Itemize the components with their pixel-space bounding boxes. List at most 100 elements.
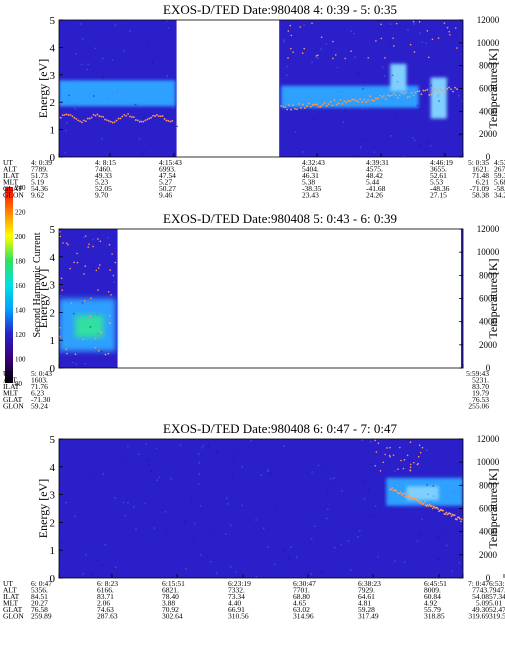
noise-speckle <box>267 469 269 471</box>
temperature-point <box>331 104 334 107</box>
noise-speckle <box>83 236 85 238</box>
orbit-value: 52.05 <box>95 184 112 193</box>
noise-speckle <box>139 119 141 122</box>
temperature-point <box>146 118 149 121</box>
orbit-value: -71.30 <box>31 395 51 404</box>
noise-speckle <box>461 100 463 103</box>
temperature-point <box>117 117 120 120</box>
temperature-point <box>391 487 394 489</box>
temperature-point <box>321 104 324 107</box>
temperature-point <box>432 89 435 92</box>
temperature-point <box>99 330 102 333</box>
temperature-axis-label: Temperature [K] <box>486 258 500 338</box>
noise-speckle <box>390 93 392 95</box>
temperature-tick-label: 8000 <box>479 270 498 280</box>
orbit-ut-value: 6:53:19 <box>489 579 505 588</box>
noise-speckle <box>146 458 149 461</box>
temperature-point <box>290 34 293 37</box>
noise-speckle <box>123 49 125 52</box>
noise-speckle <box>303 24 305 26</box>
temperature-point <box>395 490 398 492</box>
noise-speckle <box>357 535 359 538</box>
noise-speckle <box>340 543 342 546</box>
noise-speckle <box>96 313 98 316</box>
noise-speckle <box>73 103 76 105</box>
temperature-point <box>386 94 389 96</box>
noise-speckle <box>294 131 297 133</box>
temperature-point <box>289 24 292 27</box>
noise-speckle <box>156 479 158 481</box>
noise-speckle <box>326 489 328 492</box>
noise-speckle <box>440 72 443 75</box>
energy-tick-label: 2 <box>50 97 56 109</box>
orbit-value: 3.88 <box>162 599 175 608</box>
temperature-point <box>94 337 97 340</box>
noise-speckle <box>424 149 427 151</box>
temperature-point <box>345 101 348 104</box>
temperature-point <box>108 243 111 246</box>
temperature-point <box>431 38 434 41</box>
temperature-point <box>94 114 97 117</box>
orbit-value: 6821. <box>162 586 179 595</box>
temperature-point <box>363 98 366 101</box>
orbit-value: 54.36 <box>31 184 48 193</box>
noise-speckle <box>362 139 364 141</box>
orbit-value: 1603. <box>31 376 48 385</box>
temperature-point <box>374 439 377 442</box>
noise-speckle <box>60 351 62 353</box>
temperature-point <box>450 515 453 518</box>
orbit-value: 310.56 <box>228 612 249 621</box>
orbit-value: 7743. <box>472 586 489 595</box>
temperature-point <box>337 102 340 105</box>
temperature-point <box>296 108 298 111</box>
noise-speckle <box>124 514 127 517</box>
energy-tick-label: 3 <box>50 490 56 502</box>
orbit-value: 5.68 <box>494 178 505 187</box>
temperature-point <box>412 20 415 23</box>
temperature-point <box>61 289 64 291</box>
temperature-point <box>159 115 162 118</box>
temperature-point <box>351 98 354 101</box>
temperature-tick-label: 4000 <box>479 317 498 327</box>
noise-speckle <box>391 74 394 77</box>
temperature-point <box>100 332 103 334</box>
noise-speckle <box>60 542 63 544</box>
noise-speckle <box>407 29 409 31</box>
temperature-point <box>102 115 105 118</box>
noise-speckle <box>372 515 375 517</box>
noise-speckle <box>165 530 168 532</box>
noise-speckle <box>377 555 379 558</box>
temperature-point <box>301 52 304 55</box>
noise-speckle <box>138 137 141 140</box>
temperature-point <box>85 235 87 237</box>
temperature-point <box>286 108 289 111</box>
noise-speckle <box>199 505 202 507</box>
energy-tick-label: 4 <box>50 252 56 264</box>
orbit-row-label: MLT <box>3 389 19 398</box>
temperature-point <box>418 21 421 23</box>
temperature-point <box>311 22 313 25</box>
orbit-value: 7789. <box>31 165 48 174</box>
noise-speckle <box>354 56 356 59</box>
temperature-point <box>127 113 129 115</box>
temperature-point <box>79 120 82 123</box>
temperature-point <box>379 470 382 472</box>
temperature-tick-label: 12000 <box>477 224 500 234</box>
energy-tick-label: 0 <box>50 152 56 164</box>
temperature-point <box>377 97 379 100</box>
noise-speckle <box>192 537 195 540</box>
temperature-point <box>114 261 117 264</box>
temperature-point <box>294 107 296 110</box>
temperature-point <box>400 92 403 94</box>
temperature-point <box>73 116 76 119</box>
noise-speckle <box>429 500 432 503</box>
orbit-value: -48.36 <box>430 184 450 193</box>
orbit-value: 4.81 <box>358 599 371 608</box>
noise-speckle <box>197 483 200 485</box>
temperature-point <box>389 446 391 449</box>
temperature-point <box>414 91 417 94</box>
temperature-point <box>390 94 393 97</box>
orbit-value: 5.19 <box>31 178 44 187</box>
noise-speckle <box>313 525 316 528</box>
energy-axis: 0 1 2 3 4 5 Energy [eV] <box>36 15 63 164</box>
